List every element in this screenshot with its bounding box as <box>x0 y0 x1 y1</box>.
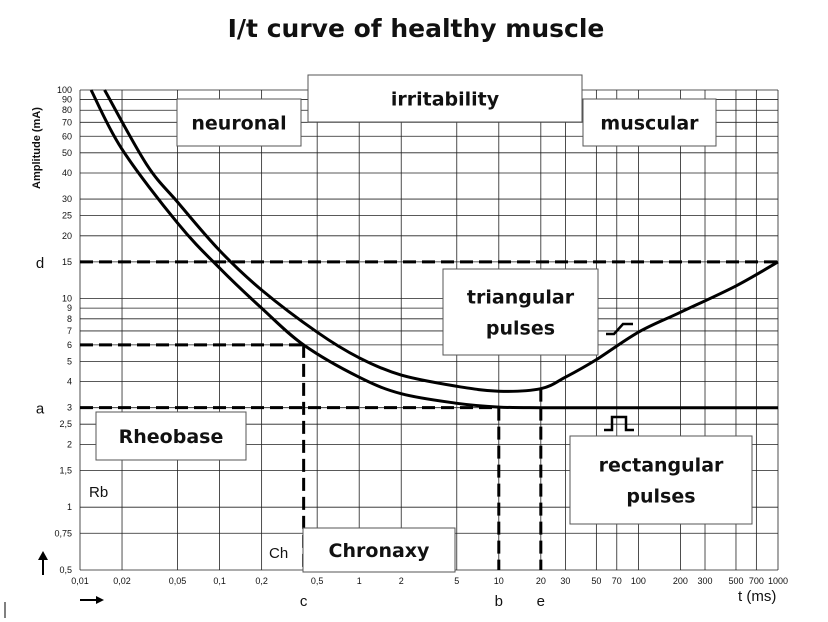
x-tick-label: 30 <box>560 576 570 586</box>
x-tick-labels: 0,01 0,02 0,05 0,1 0,2 0,5 1 2 5 10 20 30 50 70 100 200… <box>71 576 788 586</box>
x-tick-label: 0,05 <box>169 576 187 586</box>
y-tick-label: 8 <box>67 314 72 324</box>
y-tick-label: 70 <box>62 117 72 127</box>
y-tick-label: 40 <box>62 168 72 178</box>
rectangular-pulse-icon <box>604 415 634 432</box>
annotation-box <box>582 98 717 147</box>
pulse-icons <box>604 322 634 432</box>
y-tick-label: 25 <box>62 211 72 221</box>
annotation-text: pulses <box>626 486 695 508</box>
x-tick-label: 20 <box>536 576 546 586</box>
y-tick-label: 9 <box>67 303 72 313</box>
y-tick-label: 30 <box>62 194 72 204</box>
annotation-text: triangular <box>467 287 575 309</box>
x-tick-label: 100 <box>631 576 646 586</box>
annotation-box <box>307 74 583 123</box>
x-tick-label: 1000 <box>768 576 788 586</box>
y-tick-label: 1 <box>67 502 72 512</box>
annotation-text: muscular <box>600 113 699 135</box>
x-tick-label: 1 <box>357 576 362 586</box>
annotation-text: Rheobase <box>119 426 224 448</box>
guide-label: c <box>300 593 308 610</box>
y-tick-label: 4 <box>67 377 72 387</box>
x-tick-label: 5 <box>454 576 459 586</box>
x-tick-label: 50 <box>591 576 601 586</box>
y-tick-label: 15 <box>62 257 72 267</box>
y-tick-label: 50 <box>62 148 72 158</box>
annotation-text: rectangular <box>599 455 724 477</box>
guide-label: d <box>36 255 44 272</box>
y-tick-label: 100 <box>57 85 72 95</box>
annotation-box <box>95 411 247 461</box>
guide-label: b <box>495 593 503 610</box>
series-line <box>89 89 778 410</box>
annotation-box <box>302 527 456 573</box>
y-tick-label: 20 <box>62 231 72 241</box>
annotation-box <box>569 435 753 525</box>
annotation-text: irritability <box>391 89 500 111</box>
y-axis-label: Amplitude (mA) <box>31 107 43 189</box>
y-tick-label: 60 <box>62 131 72 141</box>
series-line <box>103 89 779 393</box>
annotation-text: neuronal <box>191 113 286 135</box>
x-tick-label: 0,1 <box>213 576 226 586</box>
y-tick-label: 90 <box>62 95 72 105</box>
x-tick-label: 500 <box>728 576 743 586</box>
y-tick-label: 3 <box>67 403 72 413</box>
y-tick-label: 2,5 <box>59 419 72 429</box>
annotation-box <box>176 98 302 147</box>
x-tick-label: 0,01 <box>71 576 89 586</box>
annotation-text: pulses <box>486 318 555 340</box>
y-arrow-icon <box>38 551 48 575</box>
y-tick-label: 7 <box>67 326 72 336</box>
y-tick-label: 2 <box>67 439 72 449</box>
x-tick-label: 700 <box>749 576 764 586</box>
guide-lines: d a c b e <box>36 255 778 610</box>
y-tick-label: 6 <box>67 340 72 350</box>
x-tick-label: 200 <box>673 576 688 586</box>
x-axis-label: t (ms) <box>738 588 776 605</box>
guide-label: e <box>537 593 545 610</box>
annotation-text: Chronaxy <box>329 540 430 562</box>
x-tick-label: 2 <box>399 576 404 586</box>
chart-title: I/t curve of healthy muscle <box>228 14 605 43</box>
y-tick-label: 80 <box>62 105 72 115</box>
x-tick-label: 300 <box>697 576 712 586</box>
x-tick-label: 0,2 <box>255 576 268 586</box>
triangular-pulse-icon <box>606 322 633 336</box>
y-tick-label: 1,5 <box>59 465 72 475</box>
x-tick-label: 0,02 <box>113 576 131 586</box>
y-tick-label: 0,75 <box>54 528 72 538</box>
y-tick-label: 5 <box>67 356 72 366</box>
guide-label: a <box>36 401 45 418</box>
y-tick-label: 0,5 <box>59 565 72 575</box>
x-tick-label: 70 <box>612 576 622 586</box>
annotation-box <box>442 268 599 356</box>
series-curves <box>89 89 779 410</box>
x-tick-label: 0,5 <box>311 576 324 586</box>
rb-label: Rb <box>89 484 108 501</box>
x-tick-label: 10 <box>494 576 504 586</box>
y-tick-label: 10 <box>62 294 72 304</box>
ch-label: Ch <box>269 545 288 562</box>
annotation-boxes: neuronal irritability muscular triangular pu… <box>95 74 753 573</box>
x-arrow-icon <box>80 596 104 604</box>
